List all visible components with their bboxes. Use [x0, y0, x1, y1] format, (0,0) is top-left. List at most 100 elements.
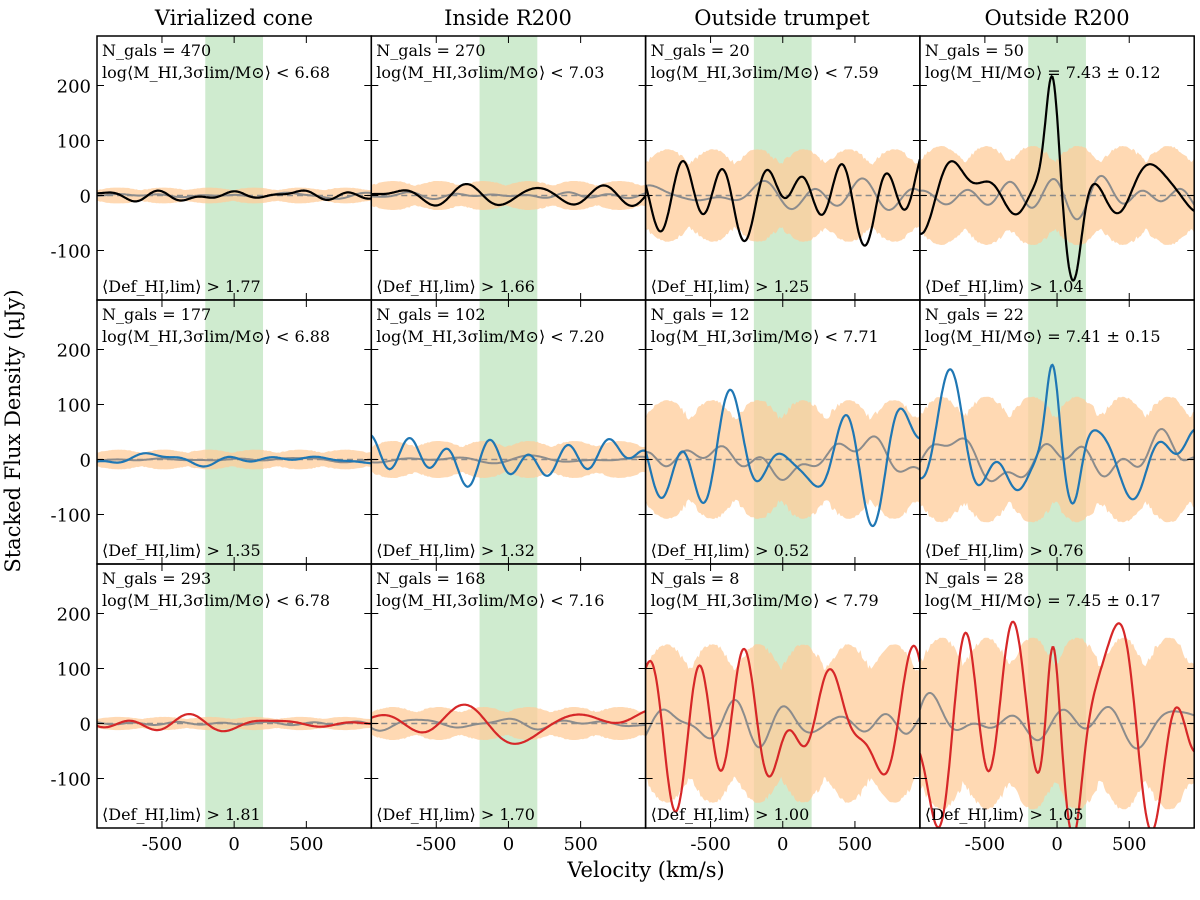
- ngals-label: N_gals = 8: [651, 569, 740, 588]
- mass-label: log⟨M_HI,3σlim/M⊙⟩ < 6.68: [102, 63, 330, 82]
- velocity-window: [205, 300, 264, 564]
- panel-2-0: -100 0 100 200 -500 0 500 N_gals = 293 log⟨M_HI,…: [51, 563, 373, 855]
- panel-1-0: -100 0 100 200 N_gals = 177 log⟨M_HI,3σlim/M⊙…: [51, 299, 373, 565]
- control-median-line: [645, 435, 920, 482]
- y-tick-label: 200: [57, 77, 91, 98]
- deficiency-label: ⟨Def_HI,lim⟩ > 1.81: [102, 805, 261, 824]
- y-tick-label: 0: [80, 715, 91, 736]
- y-tick-label: 0: [80, 187, 91, 208]
- y-tick-label: 200: [57, 605, 91, 626]
- mass-label: log⟨M_HI/M⊙⟩ = 7.45 ± 0.17: [925, 591, 1161, 610]
- control-median-line: [645, 177, 920, 212]
- x-tick-label: 0: [777, 834, 788, 855]
- ngals-label: N_gals = 102: [376, 305, 485, 324]
- stacked-spectrum-line: [919, 620, 1195, 828]
- mass-label: log⟨M_HI,3σlim/M⊙⟩ < 7.20: [376, 327, 604, 346]
- mass-label: log⟨M_HI/M⊙⟩ = 7.43 ± 0.12: [925, 63, 1161, 82]
- ngals-label: N_gals = 177: [102, 305, 211, 324]
- y-tick-label: -100: [51, 770, 91, 791]
- control-median-line: [97, 191, 372, 200]
- stacked-spectrum-line: [645, 388, 920, 528]
- ngals-label: N_gals = 470: [102, 41, 211, 60]
- column-title-virialized: Virialized cone: [154, 6, 313, 30]
- panel-0-1: N_gals = 270 log⟨M_HI,3σlim/M⊙⟩ < 7.03 ⟨De…: [370, 35, 647, 301]
- panel-2-1: -500 0 500 N_gals = 168 log⟨M_HI,3σlim/M⊙⟩ <…: [370, 563, 647, 855]
- x-tick-label: 500: [289, 834, 323, 855]
- x-tick-label: 0: [1051, 834, 1062, 855]
- deficiency-label: ⟨Def_HI,lim⟩ > 0.76: [925, 541, 1084, 560]
- mass-label: log⟨M_HI,3σlim/M⊙⟩ < 6.78: [102, 591, 330, 610]
- y-tick-label: -100: [51, 506, 91, 527]
- control-band: [645, 644, 920, 803]
- deficiency-label: ⟨Def_HI,lim⟩ > 1.66: [376, 277, 535, 296]
- mass-label: log⟨M_HI,3σlim/M⊙⟩ < 7.59: [651, 63, 879, 82]
- control-median-line: [371, 454, 646, 465]
- stacked-spectrum-line: [371, 434, 646, 488]
- control-band: [919, 146, 1195, 245]
- x-tick-label: 500: [1112, 834, 1146, 855]
- control-median-line: [97, 457, 372, 464]
- panel-1-1: N_gals = 102 log⟨M_HI,3σlim/M⊙⟩ < 7.20 ⟨De…: [370, 299, 647, 565]
- stacked-spectrum-line: [97, 713, 372, 733]
- mass-label: log⟨M_HI,3σlim/M⊙⟩ < 7.16: [376, 591, 604, 610]
- mass-label: log⟨M_HI,3σlim/M⊙⟩ < 7.79: [651, 591, 879, 610]
- ngals-label: N_gals = 12: [651, 305, 750, 324]
- x-axis-label: Velocity (km/s): [566, 858, 724, 882]
- stacked-spectrum-line: [97, 189, 372, 203]
- stacked-spectrum-line: [919, 363, 1195, 505]
- x-tick-label: 0: [228, 834, 239, 855]
- velocity-window: [479, 564, 538, 828]
- x-tick-label: -500: [416, 834, 456, 855]
- control-band: [645, 400, 920, 519]
- stacked-spectrum-line: [371, 183, 646, 207]
- panel-0-2: N_gals = 20 log⟨M_HI,3σlim/M⊙⟩ < 7.59 ⟨Def…: [644, 35, 921, 301]
- deficiency-label: ⟨Def_HI,lim⟩ > 1.25: [651, 277, 810, 296]
- x-tick-label: 0: [503, 834, 514, 855]
- control-median-line: [371, 717, 646, 732]
- panel-1-3: N_gals = 22 log⟨M_HI/M⊙⟩ = 7.41 ± 0.15 ⟨De…: [919, 299, 1195, 565]
- stacked-spectrum-line: [97, 452, 372, 468]
- y-axis-label: Stacked Flux Density (μJy): [1, 289, 25, 572]
- x-tick-label: 500: [563, 834, 597, 855]
- stacked-spectrum-line: [919, 74, 1195, 282]
- x-tick-label: 500: [838, 834, 872, 855]
- x-tick-label: -500: [690, 834, 730, 855]
- ngals-label: N_gals = 168: [376, 569, 485, 588]
- ngals-label: N_gals = 20: [651, 41, 750, 60]
- ngals-label: N_gals = 50: [925, 41, 1024, 60]
- mass-label: log⟨M_HI,3σlim/M⊙⟩ < 7.71: [651, 327, 879, 346]
- mass-label: log⟨M_HI,3σlim/M⊙⟩ < 7.03: [376, 63, 604, 82]
- deficiency-label: ⟨Def_HI,lim⟩ > 1.70: [376, 805, 535, 824]
- ngals-label: N_gals = 270: [376, 41, 485, 60]
- y-tick-label: 100: [57, 132, 91, 153]
- y-tick-label: 200: [57, 341, 91, 362]
- velocity-window: [205, 36, 264, 300]
- column-title-outside-r200: Outside R200: [984, 6, 1129, 30]
- deficiency-label: ⟨Def_HI,lim⟩ > 1.32: [376, 541, 535, 560]
- deficiency-label: ⟨Def_HI,lim⟩ > 1.05: [925, 805, 1084, 824]
- panel-2-2: -500 0 500 N_gals = 8 log⟨M_HI,3σlim/M⊙⟩ < 7…: [644, 563, 921, 855]
- x-tick-label: -500: [142, 834, 182, 855]
- y-tick-label: 100: [57, 396, 91, 417]
- stacked-spectrum-line: [645, 644, 920, 813]
- deficiency-label: ⟨Def_HI,lim⟩ > 1.35: [102, 541, 261, 560]
- control-median-line: [645, 699, 920, 749]
- deficiency-label: ⟨Def_HI,lim⟩ > 0.52: [651, 541, 810, 560]
- mass-label: log⟨M_HI,3σlim/M⊙⟩ < 6.88: [102, 327, 330, 346]
- panel-2-3: -500 0 500 N_gals = 28 log⟨M_HI/M⊙⟩ = 7.45 ±…: [919, 563, 1195, 855]
- x-tick-label: -500: [965, 834, 1005, 855]
- velocity-window: [479, 36, 538, 300]
- deficiency-label: ⟨Def_HI,lim⟩ > 1.00: [651, 805, 810, 824]
- stacked-spectrum-line: [371, 703, 646, 745]
- deficiency-label: ⟨Def_HI,lim⟩ > 1.04: [925, 277, 1084, 296]
- panel-1-2: N_gals = 12 log⟨M_HI,3σlim/M⊙⟩ < 7.71 ⟨Def…: [644, 299, 921, 565]
- control-median-line: [919, 692, 1195, 750]
- control-band: [919, 637, 1195, 810]
- y-tick-label: -100: [51, 242, 91, 263]
- stacked-spectrum-line: [645, 159, 920, 247]
- y-tick-label: 0: [80, 451, 91, 472]
- mass-label: log⟨M_HI/M⊙⟩ = 7.41 ± 0.15: [925, 327, 1161, 346]
- ngals-label: N_gals = 28: [925, 569, 1024, 588]
- column-title-outside-trumpet: Outside trumpet: [694, 6, 870, 30]
